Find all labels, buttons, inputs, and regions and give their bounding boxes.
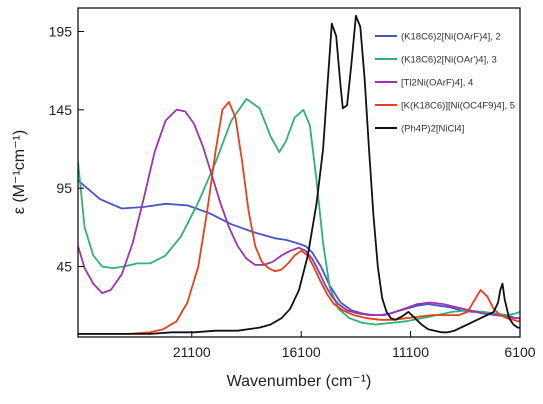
- series-line-5: [78, 14, 520, 335]
- series-line-4: [78, 101, 520, 335]
- x-tick-label: 6100: [504, 344, 535, 360]
- series-layer: [78, 14, 520, 335]
- x-tick-label: 21100: [173, 344, 211, 360]
- x-axis-ticks: 21100 16100 11100 6100: [173, 331, 536, 360]
- legend-label-1: (K18C6)2[Ni(OArF)4], 2: [401, 32, 501, 43]
- x-tick-label: 11100: [392, 344, 429, 360]
- legend-label-4: [K(K18C6)][Ni(OC4F9)4], 5: [401, 101, 515, 112]
- legend: (K18C6)2[Ni(OArF)4], 2 (K18C6)2[Ni(OAr')4…: [375, 32, 515, 135]
- legend-label-2: (K18C6)2[Ni(OAr')4], 3: [401, 55, 497, 66]
- y-axis-ticks: 45 95 145 195: [49, 24, 84, 275]
- series-line-1: [78, 179, 520, 320]
- y-tick-label: 95: [56, 180, 72, 196]
- y-axis-title: ε (M⁻¹cm⁻¹): [11, 130, 28, 214]
- y-tick-label: 195: [49, 24, 73, 40]
- y-tick-label: 145: [49, 102, 73, 118]
- plot-frame: [77, 7, 521, 338]
- x-tick-label: 16100: [282, 344, 321, 360]
- legend-label-3: [Tl2Ni(OArF)4], 4: [401, 78, 473, 89]
- series-line-3: [78, 108, 520, 320]
- legend-label-5: (Ph4P)2[NiCl4]: [401, 124, 464, 135]
- y-tick-label: 45: [56, 259, 72, 275]
- x-axis-title: Wavenumber (cm⁻¹): [227, 373, 372, 390]
- series-line-2: [78, 98, 520, 326]
